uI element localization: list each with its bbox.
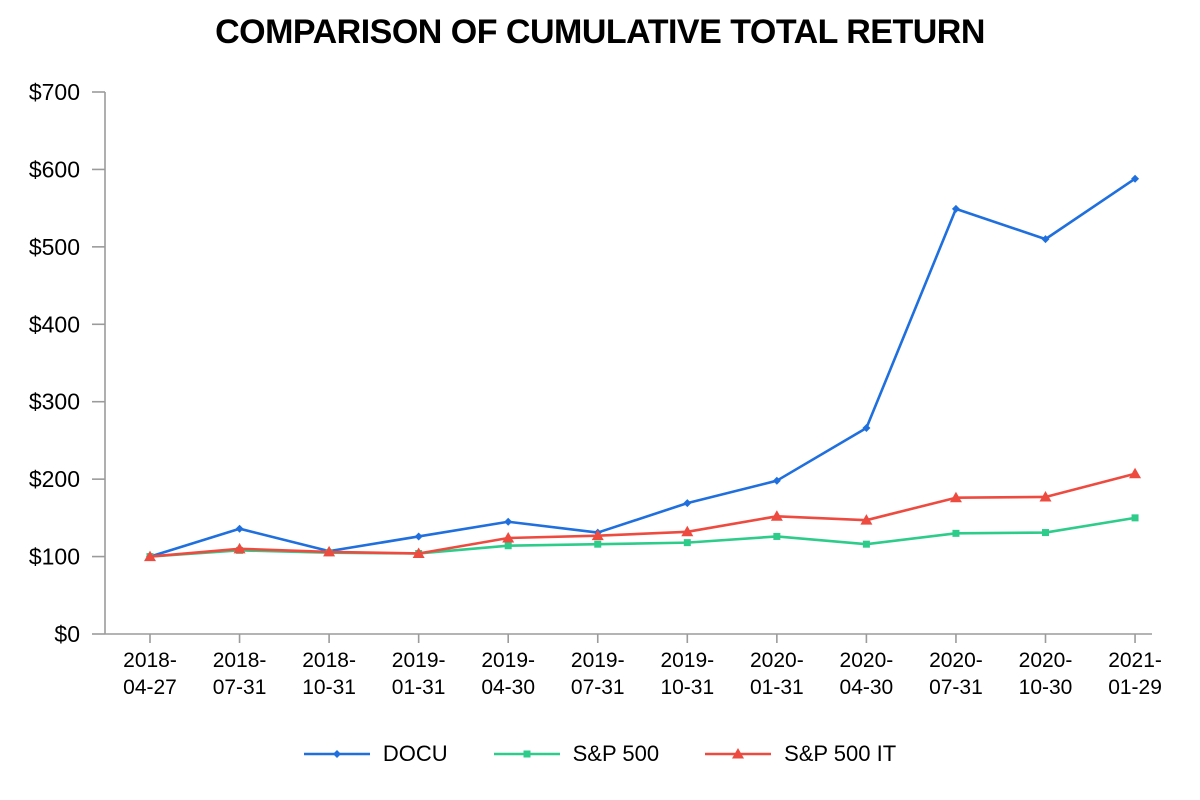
y-tick-label: $700 <box>29 79 80 105</box>
legend-item-sp500: S&P 500 <box>493 741 660 767</box>
y-tick-label: $400 <box>29 311 80 337</box>
y-axis-ticks: $0 $100 $200 $300 $400 $500 $600 $700 <box>29 79 105 647</box>
y-tick-label: $300 <box>29 389 80 415</box>
docu-line-sample-icon <box>303 750 370 758</box>
x-tick-label: 2019-04-30 <box>481 649 535 699</box>
square-marker <box>952 529 960 537</box>
square-marker <box>504 542 512 550</box>
x-tick-label: 2019-01-31 <box>392 649 446 699</box>
diamond-marker <box>504 517 513 526</box>
series-docu <box>146 174 1140 561</box>
diamond-marker <box>951 204 960 213</box>
x-tick-label: 2020-07-31 <box>929 649 983 699</box>
diamond-marker <box>683 499 692 508</box>
legend-label-sp500: S&P 500 <box>572 741 660 766</box>
x-tick-label: 2020-01-31 <box>750 649 804 699</box>
legend-label-sp500-it: S&P 500 IT <box>784 741 897 766</box>
x-tick-label: 2020-10-30 <box>1019 649 1073 699</box>
square-marker <box>1131 514 1139 522</box>
triangle-marker <box>1129 467 1142 479</box>
sp500-it-line-sample-icon <box>705 748 772 759</box>
chart-title: COMPARISON OF CUMULATIVE TOTAL RETURN <box>215 13 985 51</box>
triangle-marker <box>949 491 962 503</box>
series-s-p-500 <box>146 514 1139 561</box>
triangle-marker <box>233 542 246 554</box>
x-tick-label: 2018-10-31 <box>302 649 356 699</box>
triangle-marker <box>144 550 156 562</box>
y-tick-label: $200 <box>29 466 80 492</box>
square-marker <box>1042 529 1049 537</box>
diamond-marker <box>1041 235 1050 244</box>
diamond-marker <box>332 750 341 758</box>
legend-item-docu: DOCU <box>303 741 448 767</box>
diamond-marker <box>862 424 871 433</box>
triangle-marker <box>502 531 515 543</box>
x-tick-label: 2018-04-27 <box>123 649 177 699</box>
diamond-marker <box>414 532 423 541</box>
x-tick-label: 2018-07-31 <box>213 649 267 699</box>
y-tick-label: $100 <box>29 544 80 570</box>
triangle-marker <box>591 529 604 541</box>
chart-legend: DOCU S&P 500 S&P 500 IT <box>0 741 1200 767</box>
x-tick-label: 2019-07-31 <box>571 649 625 699</box>
triangle-marker <box>681 525 694 537</box>
square-marker <box>862 540 870 548</box>
triangle-marker <box>770 510 783 521</box>
square-marker <box>594 540 602 548</box>
triangle-marker <box>732 748 745 759</box>
diamond-marker <box>772 476 781 485</box>
diamond-marker <box>235 524 244 533</box>
y-tick-label: $500 <box>29 234 80 260</box>
sp500-line-sample-icon <box>493 750 560 758</box>
diamond-marker <box>1131 174 1140 183</box>
y-tick-label: $0 <box>54 621 80 647</box>
series-line-s-p-500-it <box>148 472 1137 558</box>
triangle-marker <box>1039 490 1052 502</box>
axes <box>104 92 1152 635</box>
series-s-p-500-it <box>144 467 1142 562</box>
series-line-docu <box>148 177 1137 558</box>
triangle-marker <box>860 514 873 525</box>
x-tick-label: 2020-04-30 <box>840 649 894 699</box>
legend-item-sp500-it: S&P 500 IT <box>705 741 896 767</box>
square-marker <box>523 750 531 758</box>
square-marker <box>773 532 781 540</box>
legend-label-docu: DOCU <box>382 741 448 766</box>
y-tick-label: $600 <box>29 156 80 182</box>
triangle-marker <box>412 547 425 558</box>
x-tick-label: 2021-01-29 <box>1108 649 1162 699</box>
x-axis-ticks: 2018-04-27 2018-07-31 2018-10-31 2019-01-31… <box>123 634 1162 699</box>
square-marker <box>683 539 691 547</box>
x-tick-label: 2019-10-31 <box>660 649 714 699</box>
triangle-marker <box>323 545 336 557</box>
